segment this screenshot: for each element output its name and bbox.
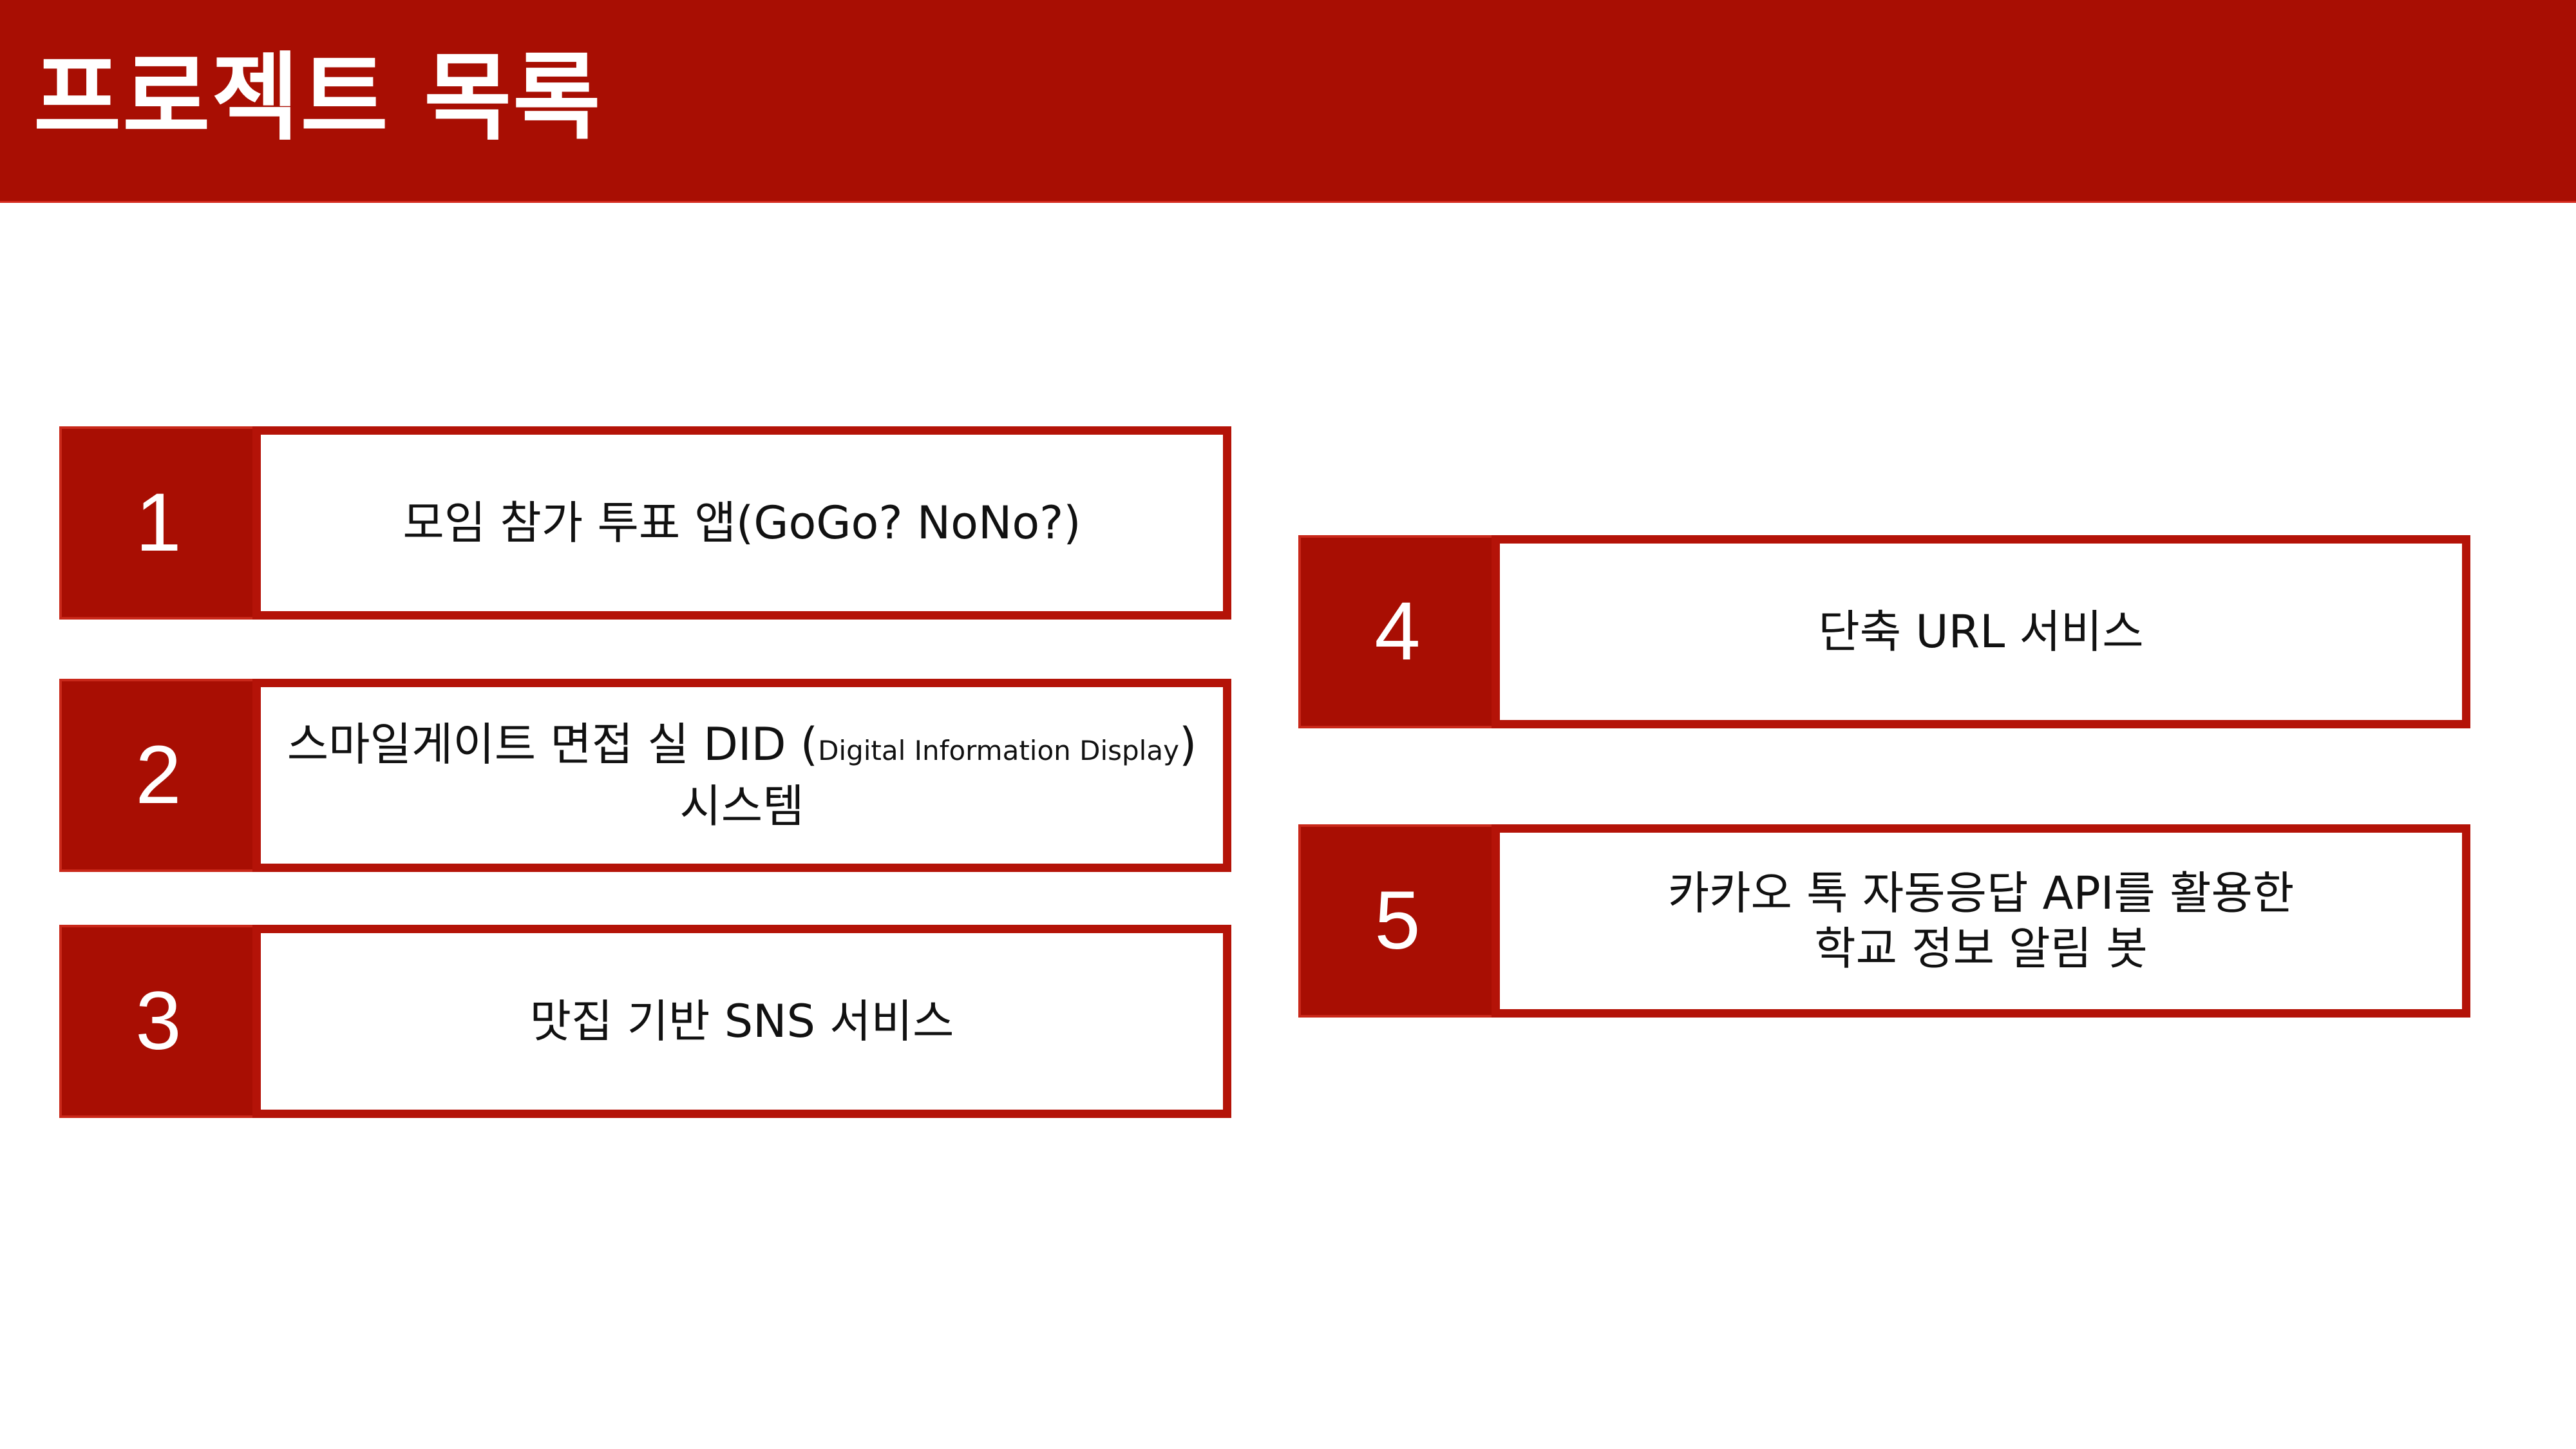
project-title-1: 모임 참가 투표 앱(GoGo? NoNo?) <box>402 497 1081 549</box>
project-title-2-main: 스마일게이트 면접 실 DID ( <box>287 718 819 771</box>
project-title-2: 스마일게이트 면접 실 DID (Digital Information Dis… <box>287 717 1197 834</box>
project-card-2: 2 스마일게이트 면접 실 DID (Digital Information D… <box>59 679 1231 872</box>
project-title-box-5: 카카오 톡 자동응답 API를 활용한 학교 정보 알림 봇 <box>1492 824 2470 1018</box>
project-title-2-small: Digital Information Display <box>818 735 1179 766</box>
project-title-4: 단축 URL 서비스 <box>1818 605 2144 658</box>
project-title-3: 맛집 기반 SNS 서비스 <box>529 995 954 1048</box>
project-title-2-line1: 스마일게이트 면접 실 DID (Digital Information Dis… <box>287 717 1197 779</box>
project-title-box-1: 모임 참가 투표 앱(GoGo? NoNo?) <box>252 426 1231 620</box>
project-title-box-2: 스마일게이트 면접 실 DID (Digital Information Dis… <box>252 679 1231 872</box>
project-card-3: 3 맛집 기반 SNS 서비스 <box>59 925 1231 1118</box>
project-number-2: 2 <box>59 679 258 872</box>
project-title-2-close: ) <box>1179 718 1197 771</box>
project-title-box-4: 단축 URL 서비스 <box>1492 535 2470 728</box>
project-number-1: 1 <box>59 426 258 620</box>
project-title-2-line2: 시스템 <box>679 780 804 833</box>
project-title-box-3: 맛집 기반 SNS 서비스 <box>252 925 1231 1118</box>
project-number-5: 5 <box>1298 824 1497 1018</box>
project-title-5: 카카오 톡 자동응답 API를 활용한 학교 정보 알림 봇 <box>1668 866 2295 976</box>
page-title: 프로젝트 목록 <box>33 43 602 153</box>
project-title-5-line1: 카카오 톡 자동응답 API를 활용한 <box>1667 867 2295 920</box>
project-card-1: 1 모임 참가 투표 앱(GoGo? NoNo?) <box>59 426 1231 620</box>
project-number-4: 4 <box>1298 535 1497 728</box>
header-bar: 프로젝트 목록 <box>0 0 2576 203</box>
project-card-4: 4 단축 URL 서비스 <box>1298 535 2470 728</box>
project-card-5: 5 카카오 톡 자동응답 API를 활용한 학교 정보 알림 봇 <box>1298 824 2470 1018</box>
project-title-5-line2: 학교 정보 알림 봇 <box>1814 922 2148 975</box>
project-number-3: 3 <box>59 925 258 1118</box>
